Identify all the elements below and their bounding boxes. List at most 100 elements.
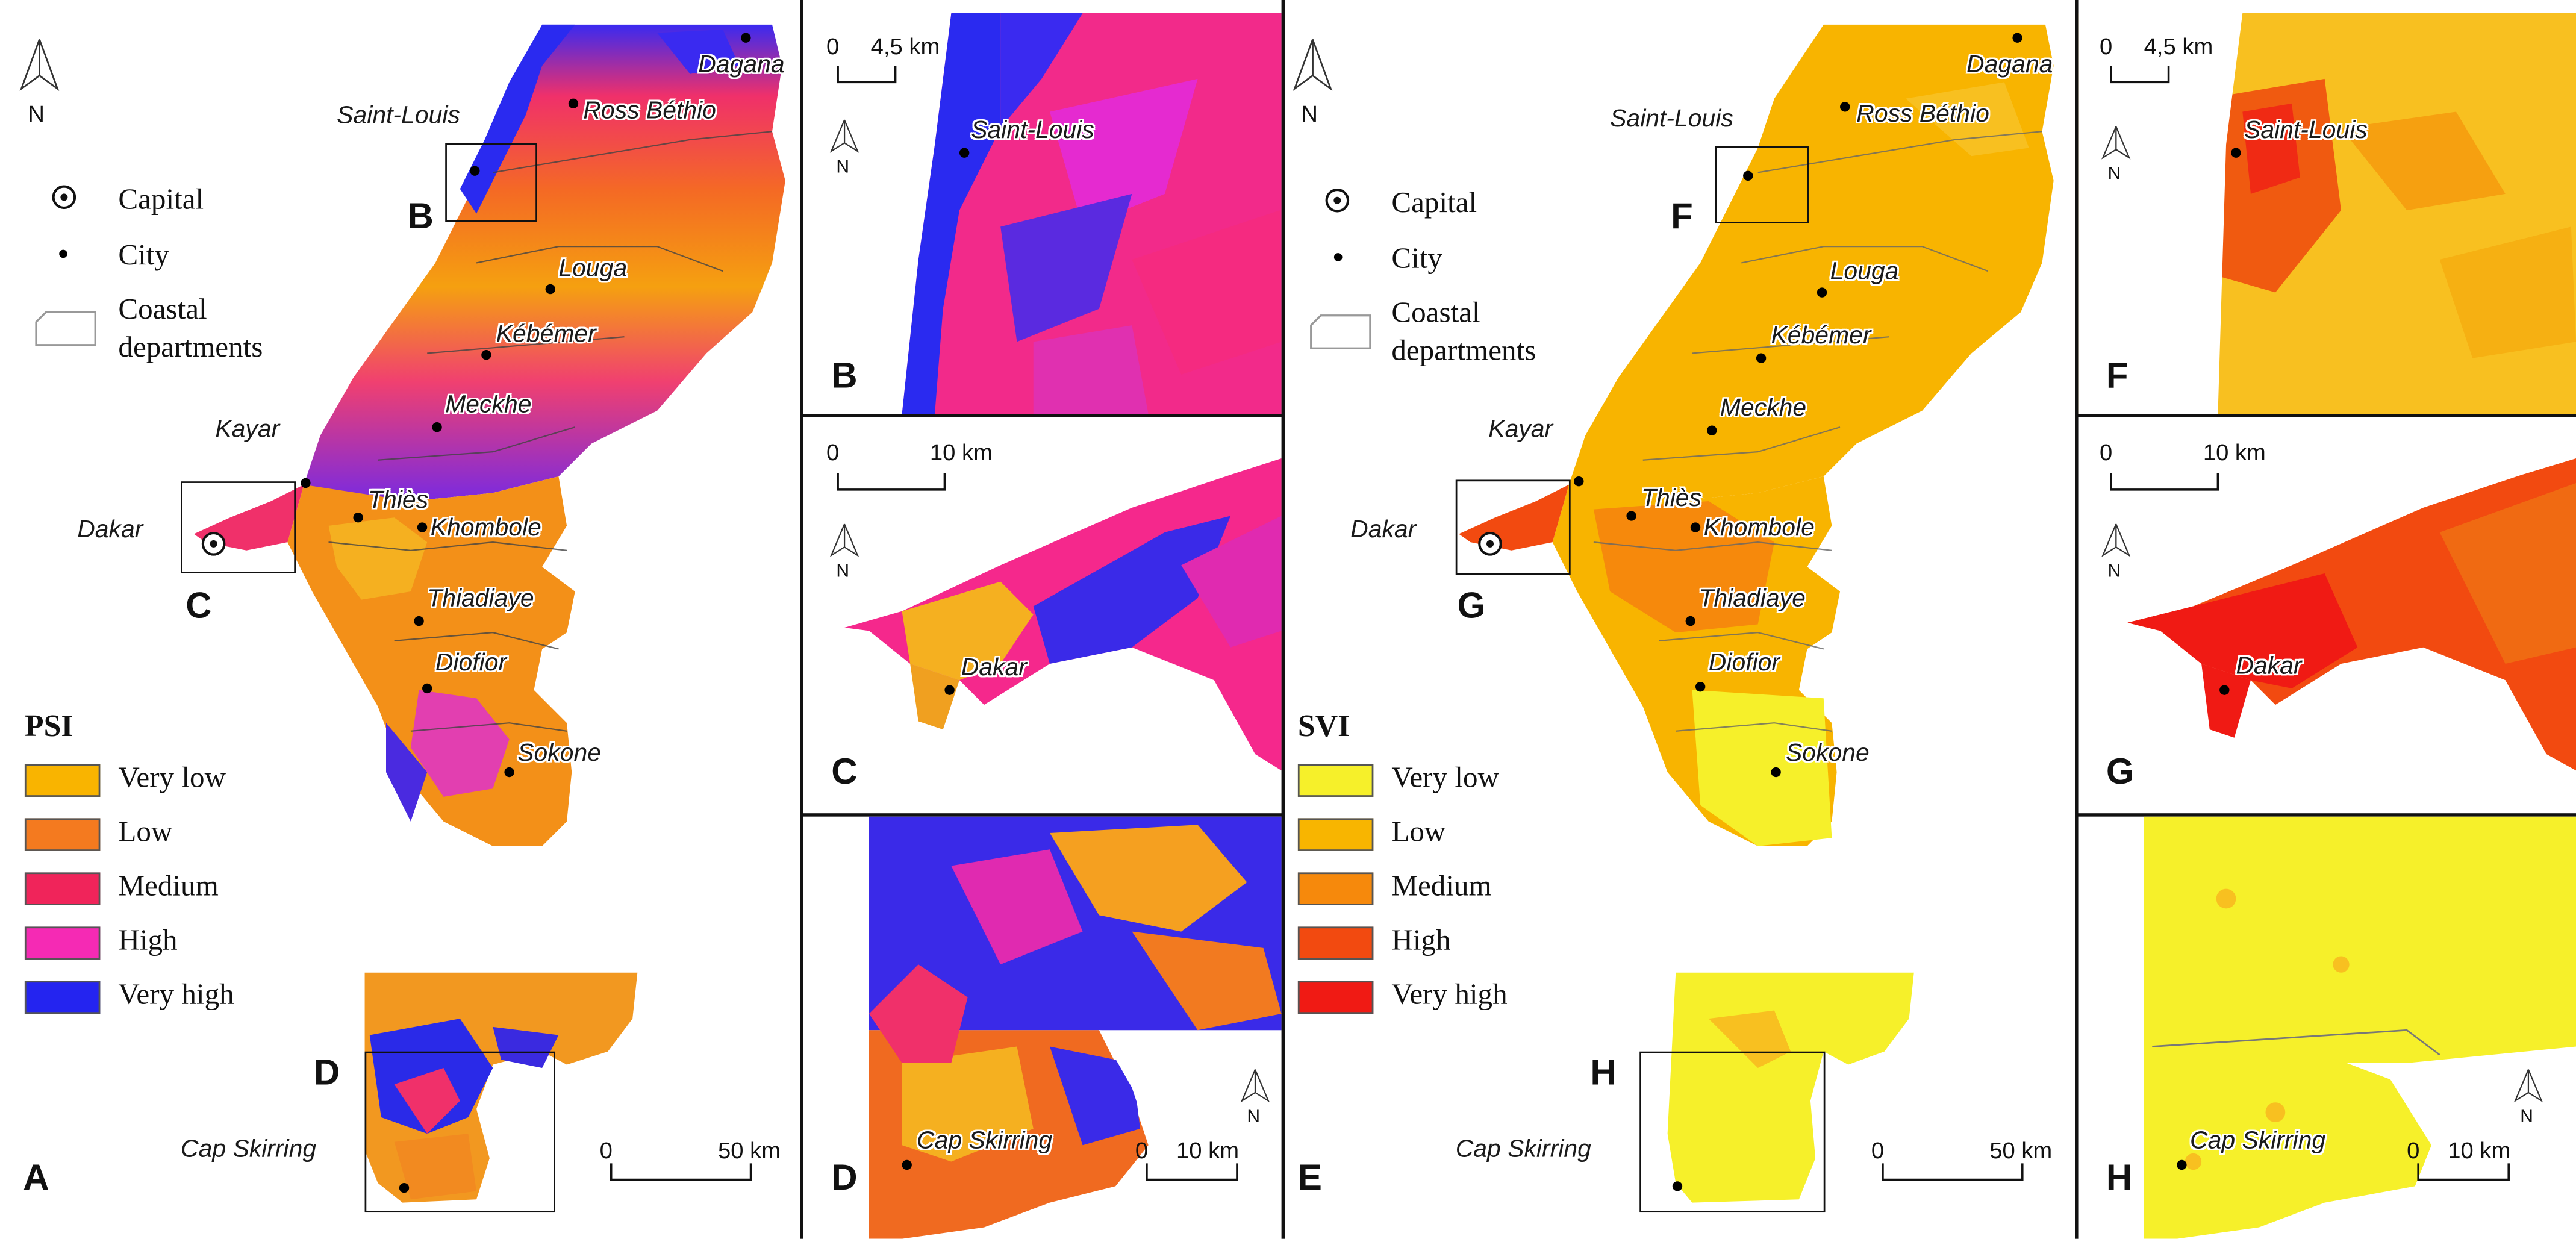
- dot-cap-skirring-e: [1672, 1181, 1683, 1191]
- svi-class-5: Very high: [1391, 977, 1508, 1011]
- city-dakar-g: Dakar: [2236, 652, 2302, 681]
- dot-dagana-e: [2012, 33, 2022, 43]
- city-dakar-c: Dakar: [961, 654, 1027, 682]
- legend-coastal-2: departments: [118, 330, 263, 363]
- capital-icon: [52, 185, 76, 210]
- psi-swatch-1: [24, 764, 101, 797]
- scale-h-km: 10 km: [2448, 1137, 2511, 1164]
- scale-bar-h: [2417, 1163, 2510, 1181]
- city-kebemer-e: Kébémer: [1771, 322, 1871, 351]
- svi-inset-f-map: [2078, 13, 2576, 414]
- psi-inset-d-map: [869, 816, 1282, 1239]
- north-c: N: [836, 561, 850, 582]
- svi-swatch-1: [1297, 764, 1374, 797]
- city-thiadiaye: Thiadiaye: [427, 585, 534, 613]
- north-arrow-c-icon: [829, 523, 859, 557]
- scale-bar-d: [1146, 1163, 1238, 1181]
- svi-class-3: Medium: [1391, 869, 1492, 902]
- panel-label-h: H: [2106, 1156, 2133, 1198]
- dot-cap-skirring: [399, 1182, 410, 1193]
- scale-a-zero: 0: [599, 1137, 613, 1164]
- dot-dakar-c: [944, 685, 955, 695]
- city-saint-louis-f: Saint-Louis: [2244, 116, 2368, 145]
- svi-box-f: [1715, 146, 1809, 223]
- psi-swatch-2: [24, 818, 101, 851]
- psi-class-4: High: [118, 923, 178, 957]
- north-arrow-b-icon: [829, 119, 859, 153]
- dot-ross-bethio: [568, 98, 579, 109]
- dot-dagana: [741, 33, 751, 43]
- panel-label-c-marker: C: [186, 585, 212, 626]
- legend-coastal-1: Coastal: [118, 292, 207, 326]
- scale-e-zero: 0: [1871, 1137, 1885, 1164]
- psi-main-map: [193, 24, 785, 1203]
- dot-meckhe: [432, 422, 442, 432]
- dot-thies-e: [1626, 511, 1636, 521]
- svi-class-2: Low: [1391, 814, 1446, 848]
- dot-dakar-g: [2219, 685, 2230, 695]
- scale-c-zero: 0: [826, 438, 840, 465]
- city-cap-skirring-h: Cap Skirring: [2190, 1127, 2326, 1155]
- svi-box-h: [1639, 1051, 1826, 1213]
- psi-box-b: [445, 143, 537, 222]
- city-khombole: Khombole: [430, 514, 541, 543]
- north-label-e: N: [1301, 100, 1318, 127]
- city-dakar: Dakar: [77, 516, 143, 544]
- dot-louga-e: [1817, 287, 1827, 298]
- north-arrow-d-icon: [1240, 1069, 1270, 1103]
- svi-class-4: High: [1391, 923, 1451, 957]
- psi-box-c: [181, 481, 296, 573]
- dot-kebemer: [481, 350, 491, 360]
- scale-h-zero: 0: [2407, 1137, 2420, 1164]
- scale-bar-a: [610, 1163, 752, 1181]
- city-icon: [59, 249, 67, 258]
- legend-coastal-1-e: Coastal: [1391, 295, 1480, 329]
- city-sokone-e: Sokone: [1786, 739, 1870, 767]
- panel-label-b-marker: B: [407, 195, 434, 237]
- scale-d-km: 10 km: [1176, 1137, 1240, 1164]
- svi-swatch-2: [1297, 818, 1374, 851]
- panel-label-c: C: [831, 751, 858, 792]
- city-ross-bethio: Ross Béthio: [583, 96, 716, 125]
- city-diofior-e: Diofior: [1708, 649, 1780, 677]
- scale-f-km: 4,5 km: [2144, 33, 2213, 60]
- psi-box-d: [364, 1051, 555, 1213]
- city-thiadiaye-e: Thiadiaye: [1698, 585, 1806, 613]
- scale-d-zero: 0: [1135, 1137, 1149, 1164]
- scale-bar-b: [837, 66, 897, 84]
- dot-saint-louis-e: [1743, 170, 1753, 181]
- dot-kayar-e: [1574, 476, 1584, 487]
- north-arrow-g-icon: [2101, 523, 2131, 557]
- scale-b-zero: 0: [826, 33, 840, 60]
- north-h: N: [2520, 1107, 2533, 1128]
- scale-bar-e: [1882, 1163, 2024, 1181]
- north-f: N: [2107, 164, 2121, 184]
- capital-dakar-e-icon: [1478, 532, 1502, 556]
- dot-saint-louis-f: [2231, 148, 2241, 158]
- psi-class-1: Very low: [118, 760, 226, 794]
- city-khombole-e: Khombole: [1703, 514, 1815, 543]
- north-label: N: [28, 100, 45, 127]
- dot-thiadiaye-e: [1685, 616, 1695, 626]
- legend-coastal-2-e: departments: [1391, 333, 1536, 367]
- north-d: N: [1247, 1107, 1261, 1128]
- capital-dakar-icon: [201, 532, 226, 556]
- city-ross-bethio-e: Ross Béthio: [1856, 100, 1989, 128]
- dot-kebemer-e: [1756, 353, 1767, 363]
- city-cap-skirring-e: Cap Skirring: [1455, 1135, 1591, 1164]
- psi-inset-c-map: [844, 458, 1282, 771]
- panel-label-g: G: [2106, 751, 2135, 792]
- north-arrow-f-icon: [2101, 126, 2131, 160]
- dot-khombole-e: [1690, 522, 1701, 532]
- city-dagana: Dagana: [698, 51, 785, 79]
- city-kebemer: Kébémer: [496, 320, 596, 349]
- scale-bar-f: [2110, 66, 2170, 84]
- city-cap-skirring-d: Cap Skirring: [917, 1127, 1053, 1155]
- dot-ross-bethio-e: [1840, 102, 1850, 112]
- north-arrow-h-icon: [2513, 1069, 2543, 1103]
- dot-cap-skirring-d: [902, 1159, 912, 1170]
- psi-swatch-3: [24, 872, 101, 905]
- psi-class-2: Low: [118, 814, 173, 848]
- scale-b-km: 4,5 km: [870, 33, 940, 60]
- capital-icon-e: [1325, 189, 1350, 213]
